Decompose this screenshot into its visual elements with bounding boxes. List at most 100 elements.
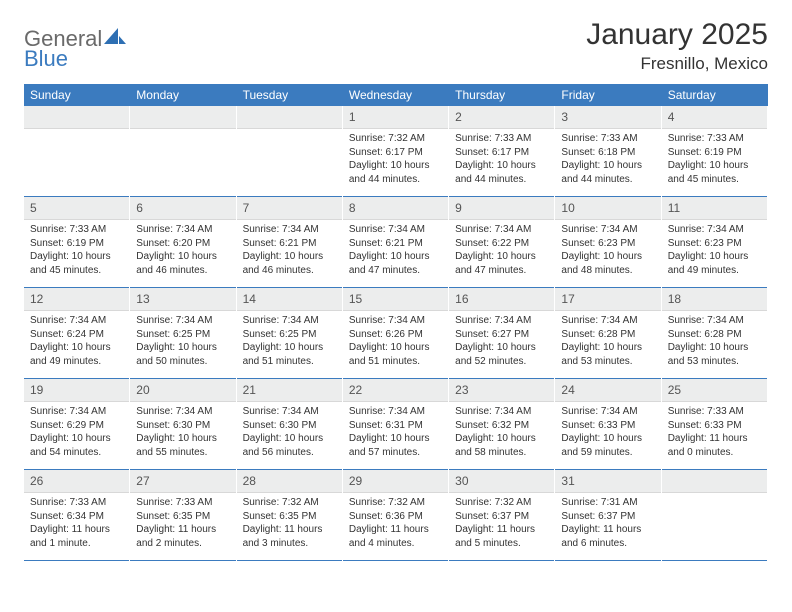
sunset-text: Sunset: 6:21 PM (349, 237, 442, 251)
day-number (668, 474, 671, 488)
calendar-weekdays: SundayMondayTuesdayWednesdayThursdayFrid… (24, 84, 768, 106)
cell-body: Sunrise: 7:33 AMSunset: 6:19 PMDaylight:… (662, 129, 767, 197)
cell-body: Sunrise: 7:34 AMSunset: 6:28 PMDaylight:… (662, 311, 767, 379)
day-number: 24 (561, 383, 574, 397)
cell-body: Sunrise: 7:32 AMSunset: 6:35 PMDaylight:… (237, 493, 342, 561)
day-number (136, 110, 139, 124)
daylight-text: Daylight: 10 hours and 51 minutes. (349, 341, 442, 368)
sunrise-text: Sunrise: 7:33 AM (30, 223, 123, 237)
day-number: 25 (668, 383, 681, 397)
daynum-row: 28 (237, 470, 342, 493)
daynum-row: 25 (662, 379, 767, 402)
calendar-cell: 26Sunrise: 7:33 AMSunset: 6:34 PMDayligh… (24, 470, 130, 561)
day-number: 6 (136, 201, 143, 215)
calendar-cell: 12Sunrise: 7:34 AMSunset: 6:24 PMDayligh… (24, 288, 130, 379)
sunset-text: Sunset: 6:26 PM (349, 328, 442, 342)
calendar-cell: 9Sunrise: 7:34 AMSunset: 6:22 PMDaylight… (449, 197, 555, 288)
calendar-cell: 18 Sunrise: 7:34 AMSunset: 6:28 PMDayligh… (662, 288, 768, 379)
weekday-header: Thursday (449, 84, 555, 106)
sunrise-text: Sunrise: 7:34 AM (243, 223, 336, 237)
day-number: 31 (561, 474, 574, 488)
sunset-text: Sunset: 6:30 PM (243, 419, 336, 433)
calendar-cell: 6Sunrise: 7:34 AMSunset: 6:20 PMDaylight… (130, 197, 236, 288)
sunrise-text: Sunrise: 7:32 AM (349, 496, 442, 510)
calendar-cell: 14Sunrise: 7:34 AMSunset: 6:25 PMDayligh… (237, 288, 343, 379)
daynum-row: 19 (24, 379, 129, 402)
page: General January 2025 Fresnillo, Mexico B… (0, 0, 792, 561)
daylight-text: Daylight: 10 hours and 46 minutes. (243, 250, 336, 277)
day-number: 23 (455, 383, 468, 397)
sunrise-text: Sunrise: 7:34 AM (136, 223, 229, 237)
daylight-text: Daylight: 10 hours and 45 minutes. (30, 250, 123, 277)
sunset-text: Sunset: 6:27 PM (455, 328, 548, 342)
header: General January 2025 Fresnillo, Mexico (24, 18, 768, 74)
calendar-cell: 22Sunrise: 7:34 AMSunset: 6:31 PMDayligh… (343, 379, 449, 470)
sunset-text: Sunset: 6:37 PM (561, 510, 654, 524)
weekday-header: Monday (130, 84, 236, 106)
calendar-cell: 25Sunrise: 7:33 AMSunset: 6:33 PMDayligh… (662, 379, 768, 470)
weekday-header: Saturday (662, 84, 768, 106)
sunrise-text: Sunrise: 7:34 AM (243, 405, 336, 419)
day-number: 14 (243, 292, 256, 306)
sunrise-text: Sunrise: 7:34 AM (30, 405, 123, 419)
day-number: 4 (668, 110, 675, 124)
cell-body: Sunrise: 7:34 AMSunset: 6:21 PMDaylight:… (237, 220, 342, 288)
sunset-text: Sunset: 6:35 PM (243, 510, 336, 524)
sunset-text: Sunset: 6:37 PM (455, 510, 548, 524)
weekday-header: Wednesday (343, 84, 449, 106)
cell-body: Sunrise: 7:33 AMSunset: 6:35 PMDaylight:… (130, 493, 235, 561)
calendar-cell: 17 Sunrise: 7:34 AMSunset: 6:28 PMDayligh… (555, 288, 661, 379)
calendar-cell: 30Sunrise: 7:32 AMSunset: 6:37 PMDayligh… (449, 470, 555, 561)
daynum-row: 7 (237, 197, 342, 220)
daynum-row: 6 (130, 197, 235, 220)
day-number: 11 (668, 201, 680, 215)
day-number: 16 (455, 292, 468, 306)
sunset-text: Sunset: 6:28 PM (668, 328, 761, 342)
sunset-text: Sunset: 6:35 PM (136, 510, 229, 524)
calendar-cell: 13Sunrise: 7:34 AMSunset: 6:25 PMDayligh… (130, 288, 236, 379)
day-number: 9 (455, 201, 462, 215)
calendar-cell: 7Sunrise: 7:34 AMSunset: 6:21 PMDaylight… (237, 197, 343, 288)
daynum-row: 31 (555, 470, 660, 493)
page-subtitle: Fresnillo, Mexico (586, 54, 768, 74)
daynum-row: 24 (555, 379, 660, 402)
daylight-text: Daylight: 11 hours and 5 minutes. (455, 523, 548, 550)
daynum-row (130, 106, 235, 129)
day-number: 18 (668, 292, 681, 306)
daylight-text: Daylight: 10 hours and 49 minutes. (668, 250, 761, 277)
calendar-cell: 4 Sunrise: 7:33 AMSunset: 6:19 PMDaylight… (662, 106, 768, 197)
day-number: 21 (243, 383, 256, 397)
sunset-text: Sunset: 6:34 PM (30, 510, 123, 524)
cell-body: Sunrise: 7:33 AMSunset: 6:18 PMDaylight:… (555, 129, 660, 197)
sunrise-text: Sunrise: 7:34 AM (455, 223, 548, 237)
cell-body (24, 129, 129, 197)
day-number: 17 (561, 292, 574, 306)
cell-body: Sunrise: 7:31 AMSunset: 6:37 PMDaylight:… (555, 493, 660, 561)
daynum-row: 13 (130, 288, 235, 311)
daynum-row: 12 (24, 288, 129, 311)
day-number: 2 (455, 110, 462, 124)
cell-body: Sunrise: 7:34 AMSunset: 6:29 PMDaylight:… (24, 402, 129, 470)
daynum-row: 16 (449, 288, 554, 311)
cell-body: Sunrise: 7:34 AMSunset: 6:25 PMDaylight:… (130, 311, 235, 379)
daynum-row: 4 (662, 106, 767, 129)
sunset-text: Sunset: 6:33 PM (668, 419, 761, 433)
daynum-row: 8 (343, 197, 448, 220)
logo-word2: Blue (24, 46, 68, 71)
daylight-text: Daylight: 10 hours and 44 minutes. (561, 159, 654, 186)
logo-sail-icon (104, 28, 126, 51)
cell-body: Sunrise: 7:34 AMSunset: 6:27 PMDaylight:… (449, 311, 554, 379)
sunset-text: Sunset: 6:23 PM (668, 237, 761, 251)
day-number: 3 (561, 110, 568, 124)
sunrise-text: Sunrise: 7:34 AM (668, 314, 761, 328)
daynum-row (662, 470, 767, 493)
calendar-cell: 21Sunrise: 7:34 AMSunset: 6:30 PMDayligh… (237, 379, 343, 470)
cell-body: Sunrise: 7:33 AMSunset: 6:34 PMDaylight:… (24, 493, 129, 561)
sunset-text: Sunset: 6:23 PM (561, 237, 654, 251)
cell-body: Sunrise: 7:34 AMSunset: 6:28 PMDaylight:… (555, 311, 660, 379)
calendar-cell: 29Sunrise: 7:32 AMSunset: 6:36 PMDayligh… (343, 470, 449, 561)
daynum-row: 15 (343, 288, 448, 311)
calendar-week: 12Sunrise: 7:34 AMSunset: 6:24 PMDayligh… (24, 288, 768, 379)
calendar: SundayMondayTuesdayWednesdayThursdayFrid… (24, 84, 768, 561)
daylight-text: Daylight: 11 hours and 4 minutes. (349, 523, 442, 550)
